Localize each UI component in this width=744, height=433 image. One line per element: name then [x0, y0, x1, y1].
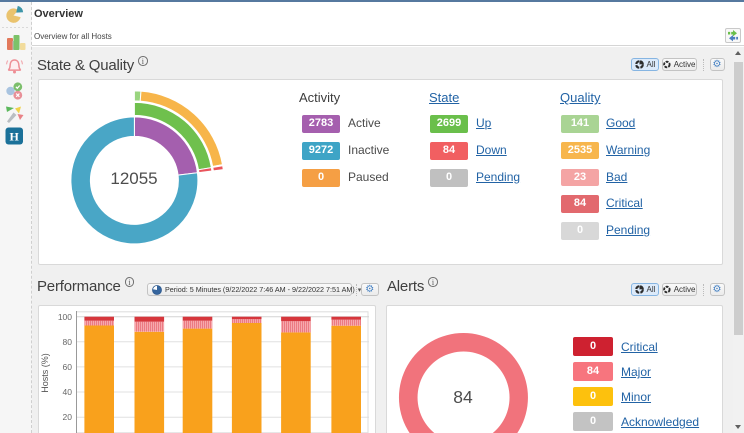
svg-text:Hosts (%): Hosts (%)	[40, 353, 50, 393]
svg-text:H: H	[10, 130, 20, 144]
